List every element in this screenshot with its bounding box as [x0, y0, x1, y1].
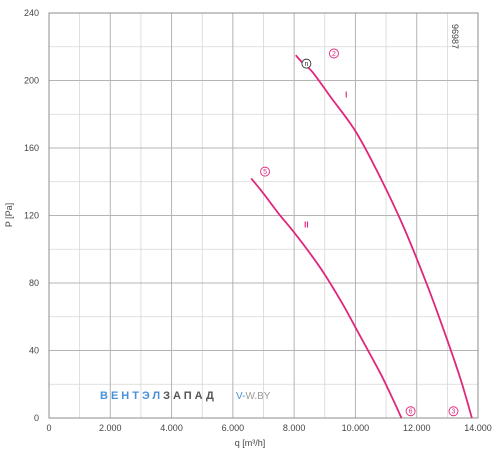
svg-text:V-W.BY: V-W.BY: [236, 391, 271, 402]
svg-text:q [m³/h]: q [m³/h]: [235, 438, 266, 448]
svg-text:ВЕНТЭЛЗАПАД: ВЕНТЭЛЗАПАД: [100, 390, 217, 402]
code-label: 96987: [450, 24, 460, 49]
marker-label: 3: [452, 409, 456, 416]
x-tick-label: 10.000: [342, 423, 370, 433]
x-tick-label: 14.000: [464, 423, 492, 433]
watermark-brand-part1: ВЕНТЭЛ: [100, 390, 163, 402]
chart-markers: n 2 5 6 3: [260, 48, 459, 417]
x-tick-label: 12.000: [403, 423, 431, 433]
x-tick-label: 4.000: [160, 423, 183, 433]
marker-circle: [448, 406, 459, 417]
marker-label: 5: [263, 169, 267, 176]
y-tick-label: 120: [24, 211, 39, 221]
x-axis-label: q [m³/h]: [235, 438, 266, 448]
marker-label: 6: [409, 409, 413, 416]
y-tick-label: 40: [29, 346, 39, 356]
x-tick-label: 8.000: [283, 423, 306, 433]
svg-text:P [Pa]: P [Pa]: [4, 203, 14, 227]
plot-frame: [48, 12, 479, 419]
y-tick-label: 240: [24, 8, 39, 18]
watermark-brand-part2: ЗАПАД: [163, 390, 217, 402]
watermark: ВЕНТЭЛЗАПАД V-W.BY: [100, 390, 271, 402]
marker-circle: [329, 48, 339, 59]
y-tick-label: 0: [34, 413, 39, 423]
y-axis-label: P [Pa]: [4, 203, 14, 227]
x-tick-label: 6.000: [222, 423, 245, 433]
y-tick-label: 200: [24, 76, 39, 86]
marker-circle: [405, 406, 416, 417]
series-line-1: [295, 54, 473, 419]
chart-tick-labels: 0 2.000 4.000 6.000 8.000 10.000 12.000 14.000 0…: [24, 8, 492, 433]
y-tick-label: 160: [24, 143, 39, 153]
watermark-site-part2: W.BY: [245, 391, 270, 402]
y-tick-label: 80: [29, 278, 39, 288]
marker-circle: [260, 166, 270, 177]
marker-label: n: [304, 61, 308, 68]
curve-label-1: I: [345, 90, 347, 99]
x-axis-label-text: q [m³/h]: [235, 438, 266, 448]
x-tick-label: 2.000: [99, 423, 122, 433]
chart-series: III: [250, 54, 473, 419]
marker-label: 2: [332, 51, 336, 58]
series-line-2: [250, 177, 403, 419]
watermark-site-part1: V-: [236, 391, 245, 402]
curve-label-2: II: [304, 220, 308, 229]
chart-grid: [48, 12, 479, 419]
x-tick-label: 0: [46, 423, 51, 433]
marker-circle: [301, 58, 312, 69]
y-axis-label-text: P [Pa]: [4, 203, 14, 227]
